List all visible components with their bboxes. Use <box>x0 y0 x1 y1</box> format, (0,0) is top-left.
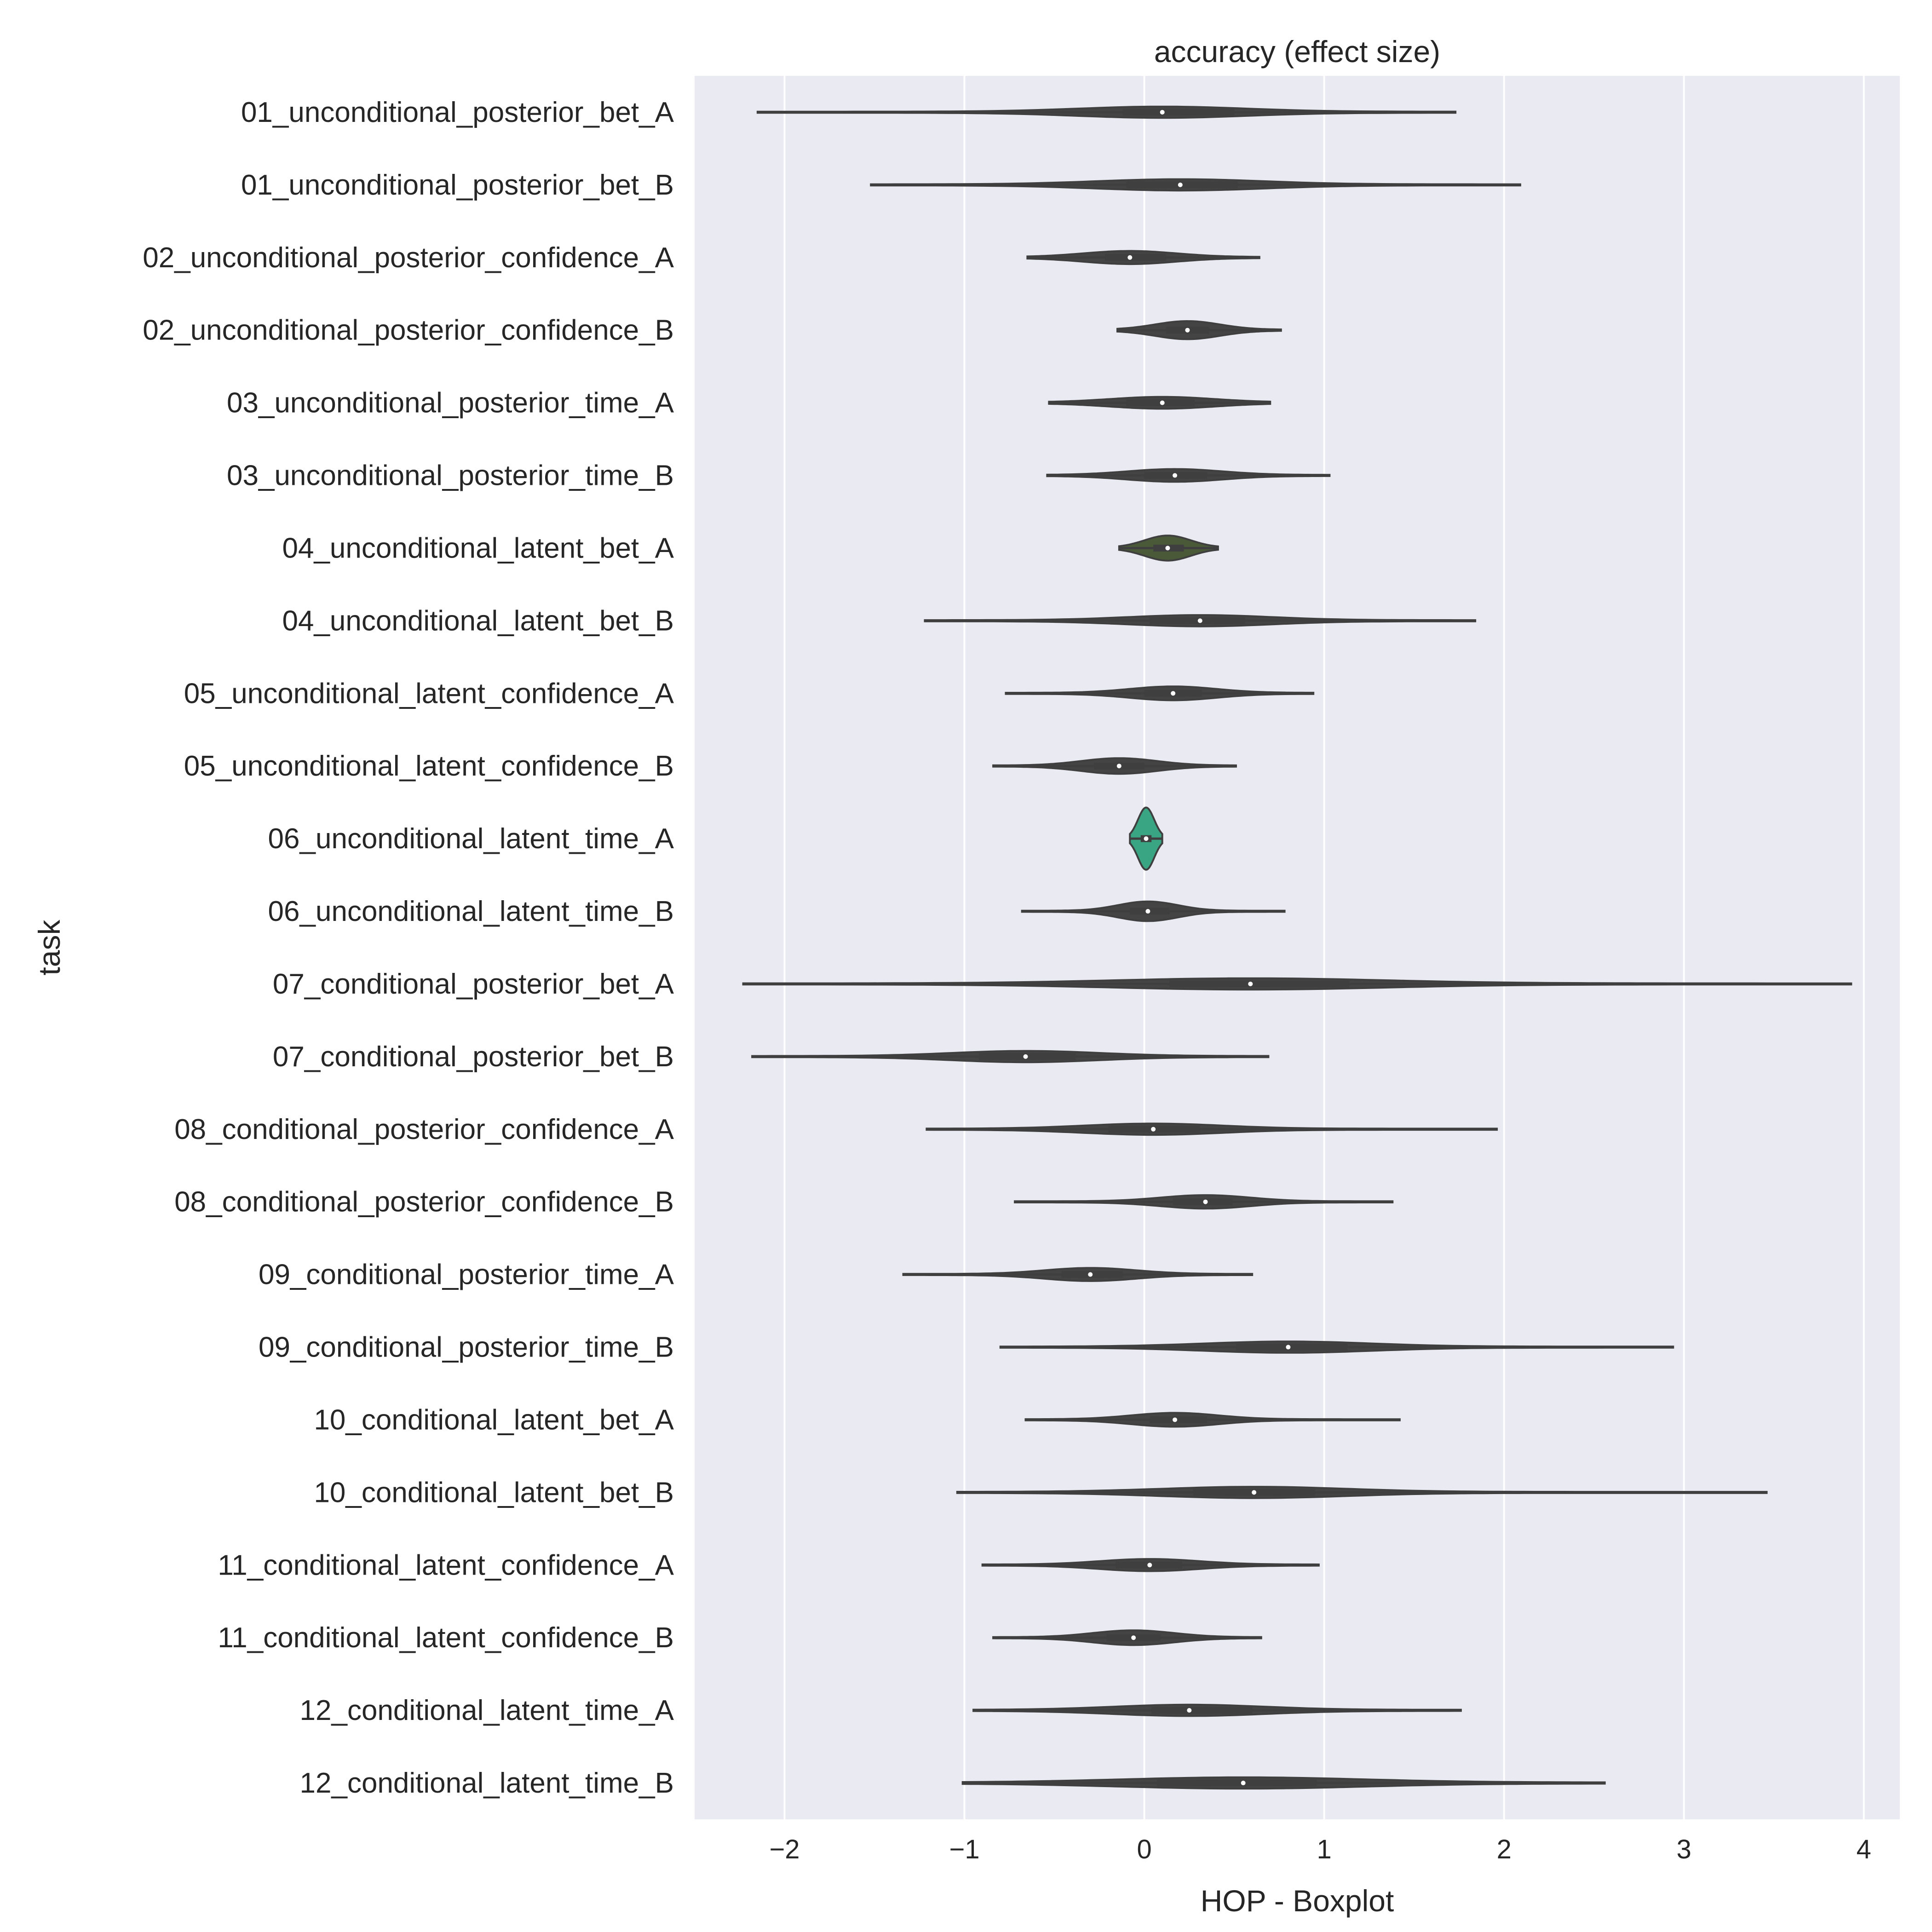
x-tick-label: 4 <box>1857 1834 1871 1864</box>
y-tick-label: 11_conditional_latent_confidence_B <box>218 1622 674 1654</box>
y-tick-label: 08_conditional_posterior_confidence_B <box>174 1186 674 1218</box>
violin-median-point <box>1144 836 1149 841</box>
y-tick-label: 05_unconditional_latent_confidence_B <box>184 750 674 782</box>
violin-median-point <box>1203 1199 1208 1204</box>
violin-median-point <box>1185 328 1190 333</box>
y-tick-label: 12_conditional_latent_time_A <box>300 1695 674 1726</box>
violin-median-point <box>1241 1781 1246 1786</box>
x-tick-label: −2 <box>769 1834 799 1864</box>
chart-title: accuracy (effect size) <box>1154 34 1440 69</box>
violin-median-point <box>1248 981 1253 986</box>
x-tick-label: 1 <box>1317 1834 1332 1864</box>
y-tick-label: 03_unconditional_posterior_time_B <box>227 460 674 492</box>
violin-median-point <box>1171 691 1176 696</box>
y-tick-label: 06_unconditional_latent_time_A <box>268 823 674 855</box>
y-tick-label: 02_unconditional_posterior_confidence_A <box>143 242 674 274</box>
violin-median-point <box>1023 1054 1028 1059</box>
x-tick-label: 2 <box>1497 1834 1512 1864</box>
violin-median-point <box>1160 400 1165 405</box>
y-tick-label: 01_unconditional_posterior_bet_B <box>241 169 674 201</box>
x-tick-label: 3 <box>1677 1834 1691 1864</box>
y-tick-label: 01_unconditional_posterior_bet_A <box>241 97 674 128</box>
violin-median-point <box>1160 109 1165 115</box>
violin-median-point <box>1187 1708 1192 1713</box>
violin-median-point <box>1197 618 1202 623</box>
violin-median-point <box>1147 1563 1152 1568</box>
y-tick-label: 03_unconditional_posterior_time_A <box>227 387 674 419</box>
y-tick-label: 04_unconditional_latent_bet_B <box>282 605 674 637</box>
x-tick-label: 0 <box>1137 1834 1151 1864</box>
y-tick-label: 02_unconditional_posterior_confidence_B <box>143 315 674 346</box>
y-tick-label: 10_conditional_latent_bet_A <box>314 1404 674 1436</box>
plot-area-background <box>695 76 1900 1819</box>
y-tick-label: 04_unconditional_latent_bet_A <box>282 532 674 564</box>
violin-median-point <box>1165 546 1170 551</box>
y-tick-label: 09_conditional_posterior_time_A <box>259 1259 674 1291</box>
y-axis-label: task <box>32 919 66 975</box>
violin-median-point <box>1145 909 1150 914</box>
violin-median-point <box>1173 473 1178 478</box>
violin-median-point <box>1173 1417 1178 1422</box>
violin-median-point <box>1088 1272 1093 1277</box>
violin-median-point <box>1127 255 1133 260</box>
x-tick-label: −1 <box>949 1834 979 1864</box>
y-tick-label: 11_conditional_latent_confidence_A <box>218 1549 674 1581</box>
violin-median-point <box>1178 182 1183 187</box>
y-tick-label: 07_conditional_posterior_bet_B <box>273 1041 674 1073</box>
y-tick-label: 09_conditional_posterior_time_B <box>259 1332 674 1363</box>
violin-median-point <box>1151 1127 1156 1132</box>
y-tick-label: 05_unconditional_latent_confidence_A <box>184 678 674 709</box>
y-tick-label: 06_unconditional_latent_time_B <box>268 896 674 927</box>
violin-median-point <box>1252 1490 1257 1495</box>
violin-median-point <box>1131 1635 1136 1640</box>
x-axis-label: HOP - Boxplot <box>1201 1884 1394 1918</box>
violin-median-point <box>1116 764 1121 769</box>
y-tick-label: 10_conditional_latent_bet_B <box>314 1477 674 1508</box>
y-tick-label: 12_conditional_latent_time_B <box>300 1767 674 1799</box>
violin-median-point <box>1286 1345 1291 1350</box>
y-tick-label: 08_conditional_posterior_confidence_A <box>174 1114 674 1145</box>
y-tick-label: 07_conditional_posterior_bet_A <box>273 968 674 1000</box>
